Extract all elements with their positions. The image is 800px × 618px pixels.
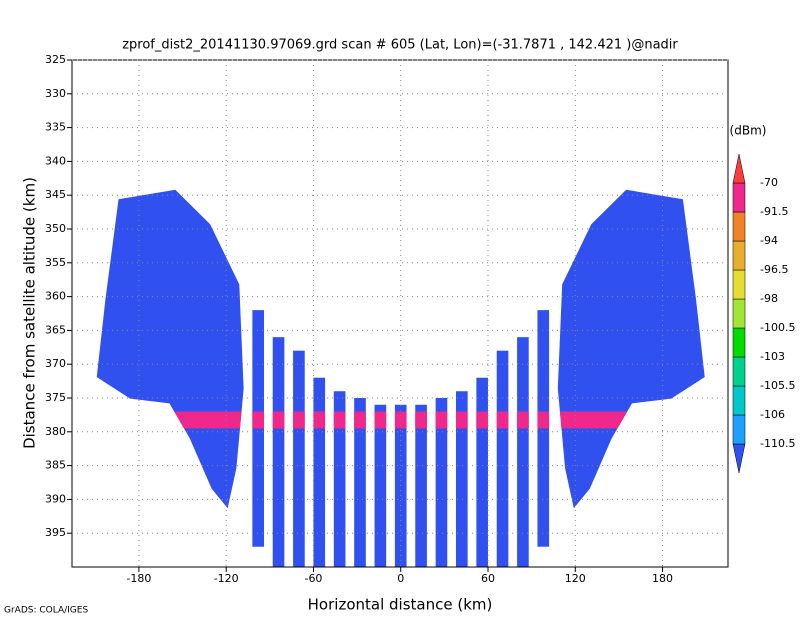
- plot-frame: [71, 59, 729, 568]
- colorbar-level-label: -70: [760, 176, 778, 189]
- swath-lobe: [96, 189, 244, 509]
- colorbar-level-label: -98: [760, 292, 778, 305]
- chart-title: zprof_dist2_20141130.97069.grd scan # 60…: [122, 38, 678, 53]
- colorbar-level-label: -103: [760, 350, 785, 363]
- x-tick-label: 60: [481, 572, 495, 585]
- colorbar-level-label: -106: [760, 408, 785, 421]
- y-tick-label: 345: [45, 188, 66, 201]
- swath-strand: [333, 391, 346, 567]
- x-tick-label: -60: [304, 572, 322, 585]
- colorbar-level-label: -100.5: [760, 321, 795, 334]
- x-tick-label: 120: [565, 572, 586, 585]
- colorbar-label: (dBm): [730, 124, 767, 138]
- y-tick-label: 325: [45, 53, 66, 66]
- y-tick-label: 395: [45, 526, 66, 539]
- x-tick-label: -180: [126, 572, 151, 585]
- colorbar-bin: [732, 153, 746, 184]
- colorbar-bin: [732, 240, 746, 271]
- swath-strand: [517, 337, 529, 567]
- swath-strand: [435, 398, 448, 567]
- swath-strand: [313, 377, 326, 567]
- colorbar-bin: [732, 269, 746, 300]
- y-tick-label: 375: [45, 391, 66, 404]
- swath-strand: [415, 404, 427, 567]
- y-tick-label: 360: [45, 290, 66, 303]
- y-tick-label: 350: [45, 222, 66, 235]
- colorbar-level-label: -96.5: [760, 263, 788, 276]
- y-tick-label: 385: [45, 459, 66, 472]
- colorbar-bin: [732, 327, 746, 358]
- swath-strand: [272, 337, 285, 567]
- colorbar-level-label: -105.5: [760, 379, 795, 392]
- y-tick-label: 370: [45, 357, 66, 370]
- swath-lobe: [557, 189, 705, 509]
- y-tick-label: 340: [45, 154, 66, 167]
- y-tick-label: 330: [45, 87, 66, 100]
- y-axis-label: Distance from satellite altitude (km): [21, 177, 39, 449]
- colorbar-level-label: -94: [760, 234, 778, 247]
- colorbar-bin: [732, 414, 746, 445]
- colorbar-bin: [732, 356, 746, 387]
- colorbar-bin: [732, 298, 746, 329]
- swath-strand: [476, 377, 488, 567]
- y-tick-label: 365: [45, 323, 66, 336]
- colorbar-level-label: -91.5: [760, 205, 788, 218]
- colorbar-bin: [732, 385, 746, 416]
- x-tick-label: 0: [397, 572, 404, 585]
- x-tick-label: 180: [652, 572, 673, 585]
- colorbar-level-label: -110.5: [760, 437, 795, 450]
- y-tick-label: 380: [45, 425, 66, 438]
- colorbar-bin: [732, 182, 746, 213]
- colorbar-bin: [732, 211, 746, 242]
- swath-strand: [456, 391, 468, 567]
- y-tick-label: 335: [45, 121, 66, 134]
- x-axis-label: Horizontal distance (km): [308, 596, 493, 614]
- footer: GrADS: COLA/IGES: [4, 606, 88, 616]
- swath-strand: [496, 350, 509, 567]
- swath-strand: [293, 350, 305, 567]
- swath-strand: [354, 398, 366, 567]
- x-tick-label: -120: [214, 572, 239, 585]
- y-tick-label: 390: [45, 492, 66, 505]
- y-tick-label: 355: [45, 256, 66, 269]
- swath-strand: [374, 404, 387, 567]
